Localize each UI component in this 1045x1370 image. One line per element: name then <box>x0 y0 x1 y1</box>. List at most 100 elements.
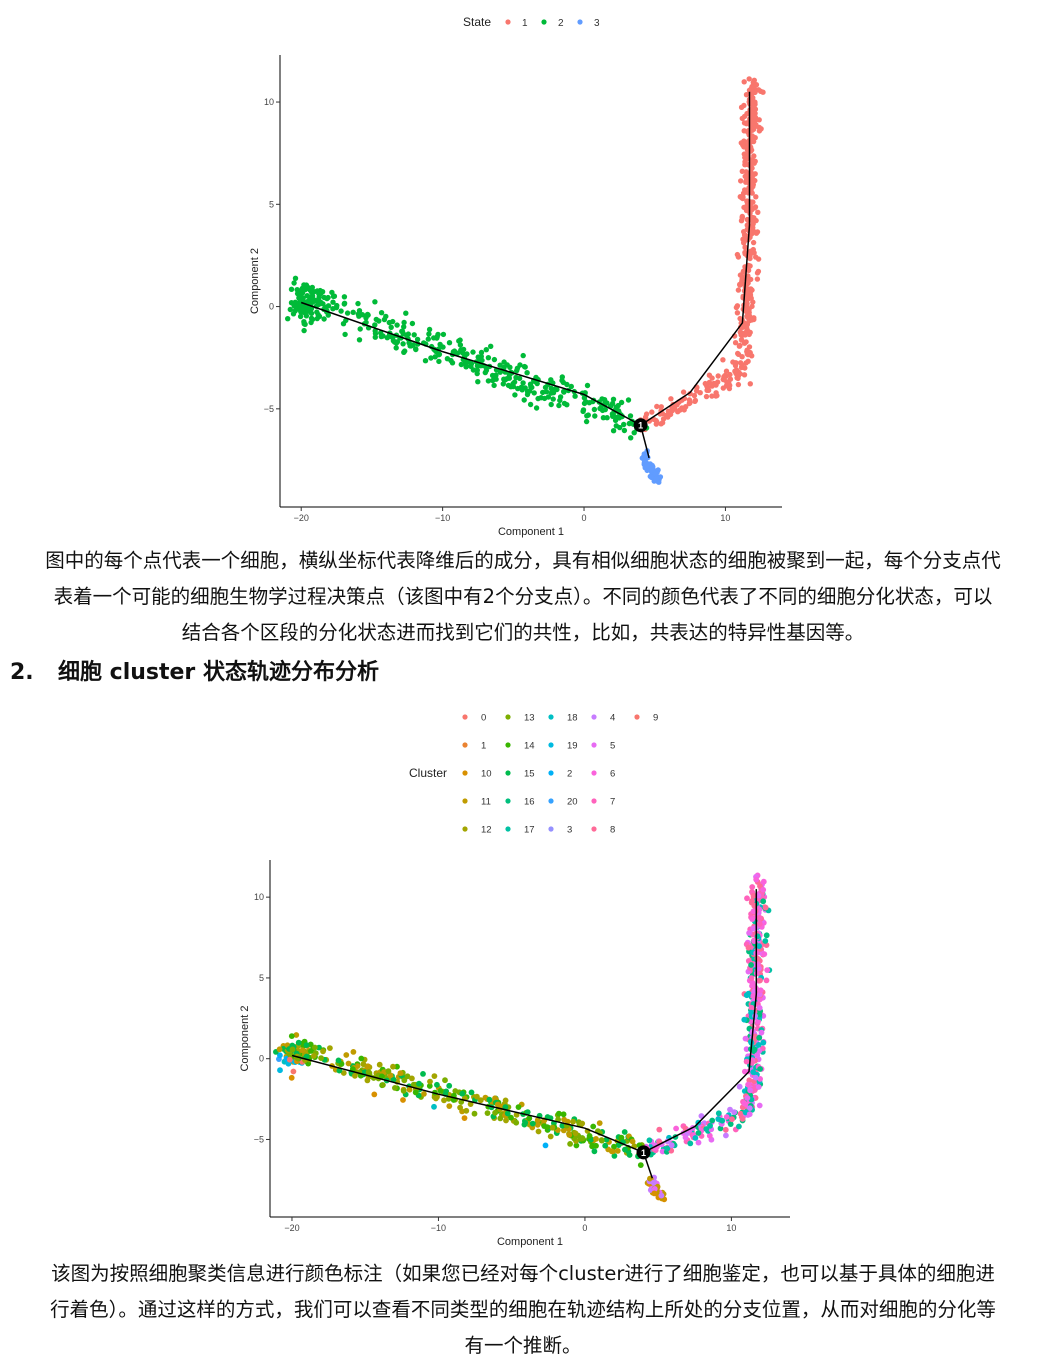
trajectory-path <box>291 889 758 1154</box>
state-2-point <box>316 313 323 320</box>
state-2-point <box>444 356 451 362</box>
state-1-point <box>653 417 659 424</box>
state-2-point <box>393 345 399 351</box>
cluster-point <box>743 992 750 999</box>
state-2-point <box>485 355 492 361</box>
state-2-point <box>584 413 590 419</box>
state-2-point <box>409 320 416 327</box>
cluster-point <box>502 1097 509 1104</box>
legend-title: Cluster <box>409 766 447 780</box>
state-2-point <box>314 309 320 315</box>
cluster-point <box>544 1124 551 1130</box>
cluster-point <box>392 1085 398 1091</box>
legend-label: 16 <box>524 797 535 808</box>
cluster-point <box>560 1111 567 1118</box>
cluster-point <box>310 1053 317 1059</box>
state-2-point <box>524 370 530 376</box>
state-2-point <box>342 331 348 338</box>
y-tick-label: 5 <box>269 199 274 209</box>
state-1-point <box>751 153 757 159</box>
cluster-point <box>412 1089 419 1096</box>
state-2-point <box>341 301 347 307</box>
cluster-point <box>492 1109 498 1116</box>
state-2-point <box>521 397 527 403</box>
cluster-point <box>471 1110 478 1117</box>
legend-swatch <box>541 19 547 25</box>
state-1-point <box>749 113 755 119</box>
state-1-point <box>686 397 693 403</box>
state-2-point <box>403 310 409 316</box>
cluster-point <box>365 1063 371 1070</box>
cluster-point <box>589 1143 595 1150</box>
state-1-point <box>735 351 742 357</box>
cluster-point <box>320 1048 326 1055</box>
state-2-point <box>580 407 587 413</box>
state-2-point <box>475 379 481 385</box>
state-1-point <box>687 391 693 397</box>
state-1-point <box>721 376 727 383</box>
cluster-point <box>729 1116 735 1123</box>
paragraph-line: 表着一个可能的细胞生物学过程决策点（该图中有2个分支点）。不同的颜色代表了不同的… <box>53 585 993 608</box>
cluster-point <box>457 1104 463 1111</box>
x-tick-label: 0 <box>582 1223 587 1233</box>
state-2-point <box>501 359 507 365</box>
state-2-point <box>524 391 531 398</box>
cluster-point <box>421 1091 427 1097</box>
x-axis-label: Component 1 <box>498 526 564 538</box>
state-2-point <box>543 389 550 395</box>
state-2-point <box>489 372 496 379</box>
state-2-point <box>378 310 385 316</box>
cluster-point <box>764 967 771 973</box>
state-1-point <box>750 173 756 179</box>
state-2-point <box>602 406 608 413</box>
cluster-point <box>534 1117 541 1124</box>
cluster-point <box>745 944 752 951</box>
state-2-point <box>324 295 330 302</box>
state-2-point <box>600 415 607 421</box>
y-tick-label: 0 <box>259 1054 264 1064</box>
state-2-point <box>400 341 406 347</box>
state-1-point <box>746 76 752 82</box>
cluster-point <box>577 1135 584 1142</box>
state-1-point <box>732 362 739 369</box>
state-1-point <box>739 213 745 220</box>
cluster-point <box>749 898 755 904</box>
cluster-point <box>327 1045 333 1051</box>
x-tick-label: −20 <box>284 1223 299 1233</box>
state-1-point <box>747 381 753 387</box>
cluster-point <box>401 1077 408 1084</box>
state-2-point <box>513 374 519 381</box>
state-1-point <box>744 327 750 333</box>
legend-label: 5 <box>610 741 615 752</box>
state-2-point <box>390 318 396 325</box>
cluster-point <box>303 1053 310 1060</box>
state-2-point <box>497 362 503 368</box>
branch-point <box>636 1145 651 1160</box>
cluster-point <box>651 1190 658 1197</box>
state-2-point <box>609 411 616 417</box>
cluster-point <box>295 1039 302 1046</box>
paragraph-line: 图中的每个点代表一个细胞，横纵坐标代表降维后的成分，具有相似细胞状态的细胞被聚到… <box>45 549 1001 572</box>
cluster-point <box>673 1125 679 1132</box>
state-2-point <box>401 324 407 330</box>
state-1-point <box>744 198 750 204</box>
state-3-point <box>648 465 654 471</box>
cluster-point <box>289 1046 296 1053</box>
cluster-point <box>468 1089 475 1096</box>
cluster-point <box>717 1125 724 1132</box>
state-2-point <box>564 381 570 388</box>
cluster-point <box>751 1033 758 1040</box>
cluster-point <box>371 1091 378 1098</box>
state-2-point <box>381 316 388 323</box>
state-1-point <box>737 371 743 377</box>
cluster-point <box>760 1039 767 1046</box>
cluster-point <box>650 1179 657 1186</box>
x-tick-label: 10 <box>726 1223 736 1233</box>
cluster-point <box>277 1052 283 1059</box>
state-2-point <box>432 354 438 360</box>
state-1-point <box>753 194 759 200</box>
cluster-point <box>526 1115 533 1122</box>
legend-label: 3 <box>567 825 572 836</box>
state-2-point <box>350 309 356 315</box>
state-2-point <box>436 358 442 365</box>
